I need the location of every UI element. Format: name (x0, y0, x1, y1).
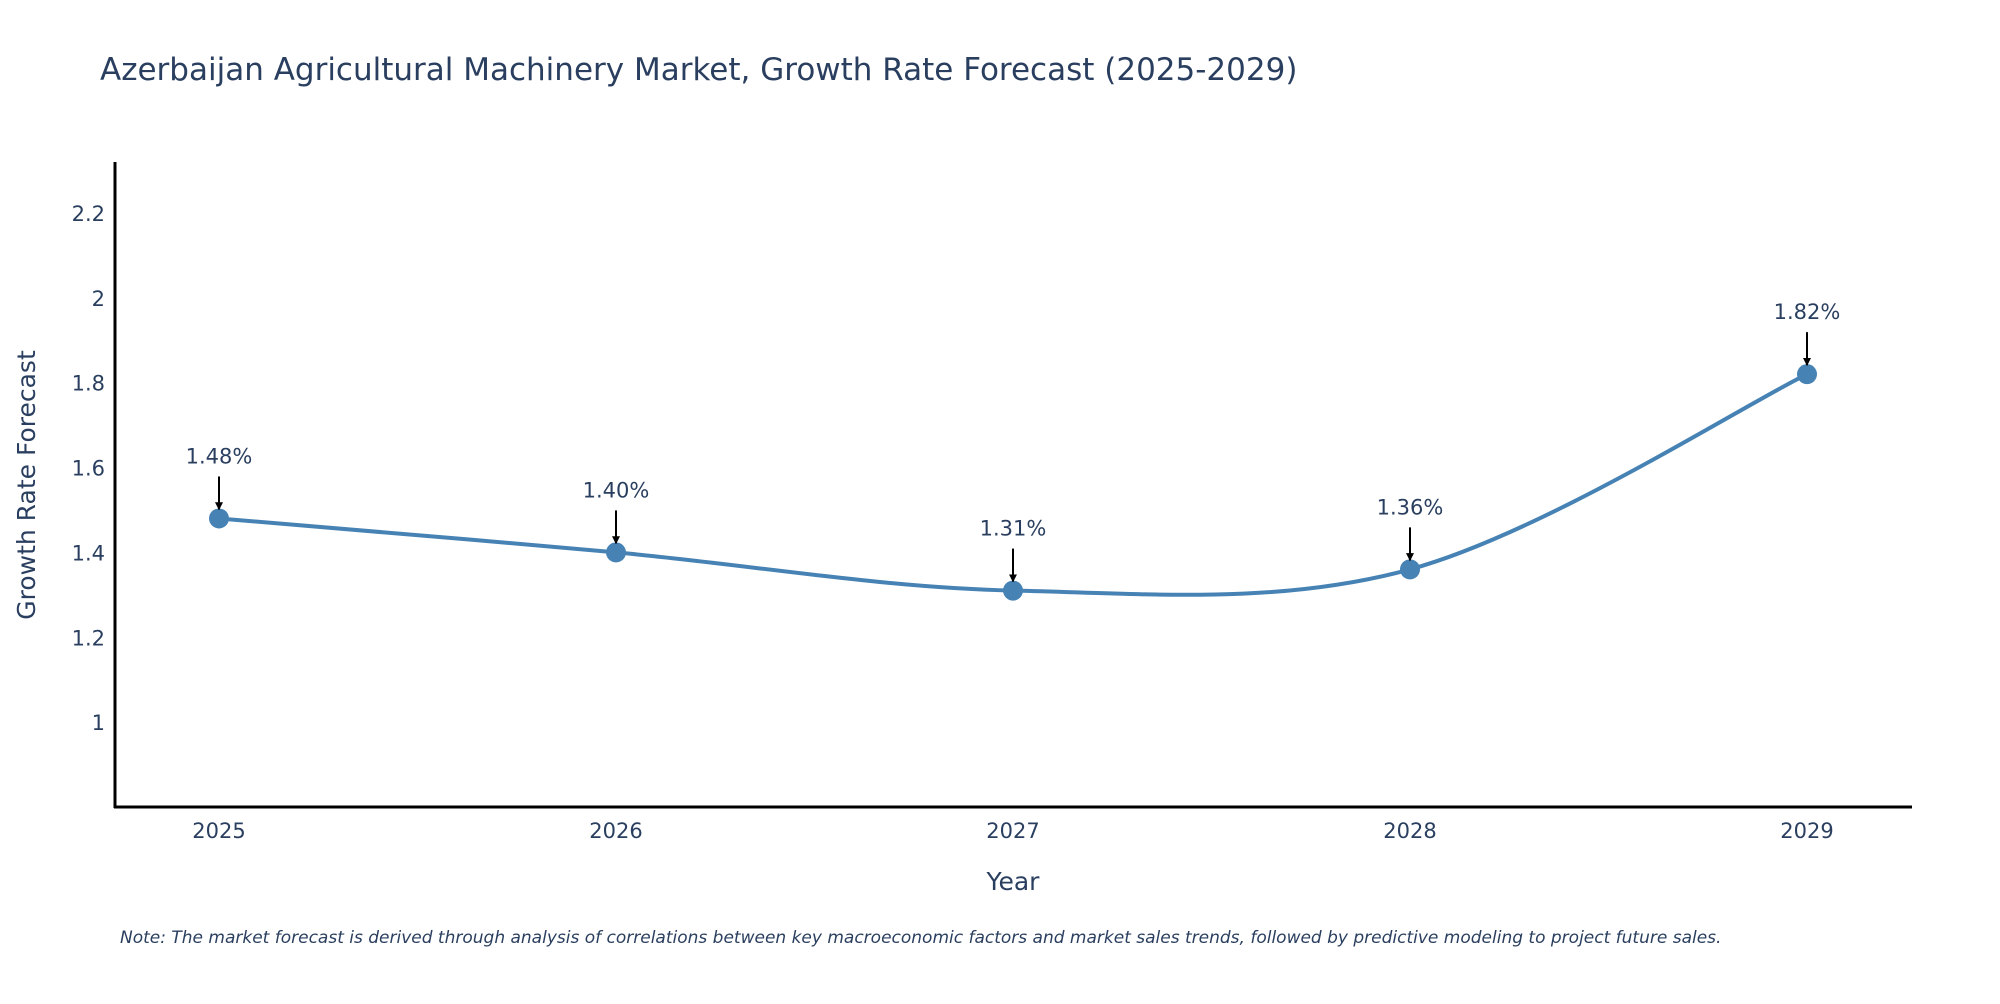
data-point (209, 508, 229, 529)
x-tick-label: 2027 (986, 819, 1039, 843)
x-tick-label: 2026 (589, 819, 642, 843)
y-axis-title: Growth Rate Forecast (12, 350, 41, 620)
x-axis-title: Year (986, 867, 1041, 896)
chart-note: Note: The market forecast is derived thr… (120, 928, 1721, 948)
x-tick-label: 2025 (192, 819, 245, 843)
y-tick-label: 1.4 (72, 541, 105, 565)
data-label: 1.40% (583, 478, 650, 502)
data-point (606, 542, 626, 563)
y-tick-label: 1.6 (72, 457, 105, 481)
chart-title: Azerbaijan Agricultural Machinery Market… (100, 52, 1297, 88)
data-point (1003, 580, 1023, 601)
x-tick-label: 2028 (1383, 819, 1436, 843)
x-tick-label: 2029 (1780, 819, 1833, 843)
y-tick-label: 1.2 (72, 626, 105, 650)
data-label: 1.82% (1774, 300, 1841, 324)
y-tick-label: 1 (92, 711, 105, 735)
data-annotations: 1.48% 1.40% 1.31% 1.36% 1.82% (186, 300, 1841, 583)
data-points (209, 364, 1817, 601)
data-point (1797, 364, 1817, 385)
x-axis-ticks: 2025 2026 2027 2028 2029 (192, 819, 1833, 843)
data-label: 1.48% (186, 444, 253, 468)
data-point (1400, 559, 1420, 580)
y-tick-label: 1.8 (72, 372, 105, 396)
data-label: 1.36% (1377, 495, 1444, 519)
y-tick-label: 2 (92, 287, 105, 311)
data-label: 1.31% (980, 517, 1047, 541)
y-tick-label: 2.2 (72, 202, 105, 226)
y-axis-ticks: 1 1.2 1.4 1.6 1.8 2 2.2 (72, 202, 105, 735)
